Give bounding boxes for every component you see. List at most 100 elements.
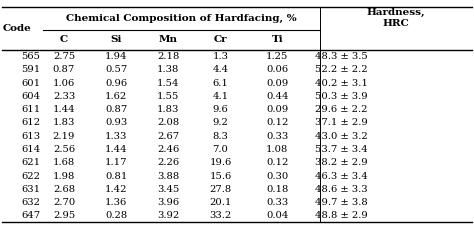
Text: 0.57: 0.57 bbox=[105, 65, 127, 74]
Text: 0.44: 0.44 bbox=[266, 92, 289, 101]
Text: 2.75: 2.75 bbox=[53, 52, 75, 61]
Text: 631: 631 bbox=[21, 185, 40, 194]
Text: 43.0 ± 3.2: 43.0 ± 3.2 bbox=[315, 132, 368, 141]
Text: 0.18: 0.18 bbox=[266, 185, 289, 194]
Text: Si: Si bbox=[110, 35, 122, 44]
Text: 2.56: 2.56 bbox=[53, 145, 75, 154]
Text: 1.55: 1.55 bbox=[157, 92, 180, 101]
Text: 1.98: 1.98 bbox=[53, 172, 75, 180]
Text: 6.1: 6.1 bbox=[212, 79, 228, 88]
Text: 38.2 ± 2.9: 38.2 ± 2.9 bbox=[315, 158, 368, 167]
Text: 29.6 ± 2.2: 29.6 ± 2.2 bbox=[315, 105, 367, 114]
Text: 611: 611 bbox=[21, 105, 41, 114]
Text: 2.68: 2.68 bbox=[53, 185, 75, 194]
Text: 9.6: 9.6 bbox=[212, 105, 228, 114]
Text: 1.83: 1.83 bbox=[157, 105, 180, 114]
Text: 0.87: 0.87 bbox=[105, 105, 127, 114]
Text: 1.62: 1.62 bbox=[105, 92, 127, 101]
Text: 1.94: 1.94 bbox=[105, 52, 128, 61]
Text: 1.68: 1.68 bbox=[53, 158, 75, 167]
Text: 0.30: 0.30 bbox=[266, 172, 288, 180]
Text: 3.45: 3.45 bbox=[157, 185, 180, 194]
Text: 0.04: 0.04 bbox=[266, 211, 289, 220]
Text: 0.93: 0.93 bbox=[105, 118, 127, 127]
Text: 3.92: 3.92 bbox=[157, 211, 179, 220]
Text: 1.38: 1.38 bbox=[157, 65, 180, 74]
Text: 1.06: 1.06 bbox=[53, 79, 75, 88]
Text: 40.2 ± 3.1: 40.2 ± 3.1 bbox=[315, 79, 368, 88]
Text: 0.12: 0.12 bbox=[266, 158, 289, 167]
Text: 601: 601 bbox=[21, 79, 40, 88]
Text: 613: 613 bbox=[21, 132, 40, 141]
Text: 20.1: 20.1 bbox=[209, 198, 232, 207]
Text: 1.25: 1.25 bbox=[266, 52, 289, 61]
Text: 1.83: 1.83 bbox=[53, 118, 75, 127]
Text: 1.42: 1.42 bbox=[105, 185, 128, 194]
Text: 621: 621 bbox=[21, 158, 40, 167]
Text: 4.1: 4.1 bbox=[212, 92, 228, 101]
Text: 0.33: 0.33 bbox=[266, 198, 288, 207]
Text: 2.70: 2.70 bbox=[53, 198, 75, 207]
Text: 2.33: 2.33 bbox=[53, 92, 75, 101]
Text: 1.44: 1.44 bbox=[53, 105, 75, 114]
Text: 27.8: 27.8 bbox=[210, 185, 231, 194]
Text: 48.8 ± 2.9: 48.8 ± 2.9 bbox=[315, 211, 368, 220]
Text: 0.12: 0.12 bbox=[266, 118, 289, 127]
Text: 622: 622 bbox=[21, 172, 40, 180]
Text: 19.6: 19.6 bbox=[210, 158, 231, 167]
Text: Hardness,: Hardness, bbox=[366, 8, 425, 17]
Text: 0.06: 0.06 bbox=[266, 65, 288, 74]
Text: 1.33: 1.33 bbox=[105, 132, 128, 141]
Text: 48.3 ± 3.5: 48.3 ± 3.5 bbox=[315, 52, 368, 61]
Text: 1.44: 1.44 bbox=[105, 145, 128, 154]
Text: 0.96: 0.96 bbox=[105, 79, 127, 88]
Text: 591: 591 bbox=[21, 65, 41, 74]
Text: 1.54: 1.54 bbox=[157, 79, 180, 88]
Text: 2.18: 2.18 bbox=[157, 52, 180, 61]
Text: 614: 614 bbox=[21, 145, 41, 154]
Text: 37.1 ± 2.9: 37.1 ± 2.9 bbox=[315, 118, 368, 127]
Text: 632: 632 bbox=[21, 198, 40, 207]
Text: 33.2: 33.2 bbox=[210, 211, 231, 220]
Text: 1.3: 1.3 bbox=[212, 52, 228, 61]
Text: 647: 647 bbox=[21, 211, 40, 220]
Text: Cr: Cr bbox=[214, 35, 227, 44]
Text: 2.95: 2.95 bbox=[53, 211, 75, 220]
Text: 1.36: 1.36 bbox=[105, 198, 127, 207]
Text: 0.09: 0.09 bbox=[266, 105, 288, 114]
Text: 2.46: 2.46 bbox=[157, 145, 179, 154]
Text: 49.7 ± 3.8: 49.7 ± 3.8 bbox=[315, 198, 368, 207]
Text: 2.67: 2.67 bbox=[157, 132, 179, 141]
Text: 1.08: 1.08 bbox=[266, 145, 289, 154]
Text: 3.88: 3.88 bbox=[157, 172, 179, 180]
Text: C: C bbox=[60, 35, 68, 44]
Text: 604: 604 bbox=[21, 92, 40, 101]
Text: 48.6 ± 3.3: 48.6 ± 3.3 bbox=[315, 185, 368, 194]
Text: Chemical Composition of Hardfacing, %: Chemical Composition of Hardfacing, % bbox=[66, 14, 297, 23]
Text: 15.6: 15.6 bbox=[210, 172, 231, 180]
Text: 46.3 ± 3.4: 46.3 ± 3.4 bbox=[315, 172, 368, 180]
Text: 9.2: 9.2 bbox=[212, 118, 228, 127]
Text: 53.7 ± 3.4: 53.7 ± 3.4 bbox=[315, 145, 368, 154]
Text: Mn: Mn bbox=[159, 35, 178, 44]
Text: 0.09: 0.09 bbox=[266, 79, 288, 88]
Text: 2.19: 2.19 bbox=[53, 132, 75, 141]
Text: 52.2 ± 2.2: 52.2 ± 2.2 bbox=[315, 65, 368, 74]
Text: 0.33: 0.33 bbox=[266, 132, 288, 141]
Text: 1.17: 1.17 bbox=[105, 158, 128, 167]
Text: 2.08: 2.08 bbox=[157, 118, 179, 127]
Text: HRC: HRC bbox=[383, 19, 409, 28]
Text: 3.96: 3.96 bbox=[157, 198, 179, 207]
Text: 0.28: 0.28 bbox=[105, 211, 127, 220]
Text: 2.26: 2.26 bbox=[157, 158, 179, 167]
Text: 4.4: 4.4 bbox=[212, 65, 228, 74]
Text: Code: Code bbox=[2, 24, 31, 33]
Text: 0.87: 0.87 bbox=[53, 65, 75, 74]
Text: Ti: Ti bbox=[272, 35, 283, 44]
Text: 50.3 ± 3.9: 50.3 ± 3.9 bbox=[315, 92, 368, 101]
Text: 612: 612 bbox=[21, 118, 40, 127]
Text: 7.0: 7.0 bbox=[212, 145, 228, 154]
Text: 8.3: 8.3 bbox=[212, 132, 228, 141]
Text: 0.81: 0.81 bbox=[105, 172, 128, 180]
Text: 565: 565 bbox=[21, 52, 40, 61]
